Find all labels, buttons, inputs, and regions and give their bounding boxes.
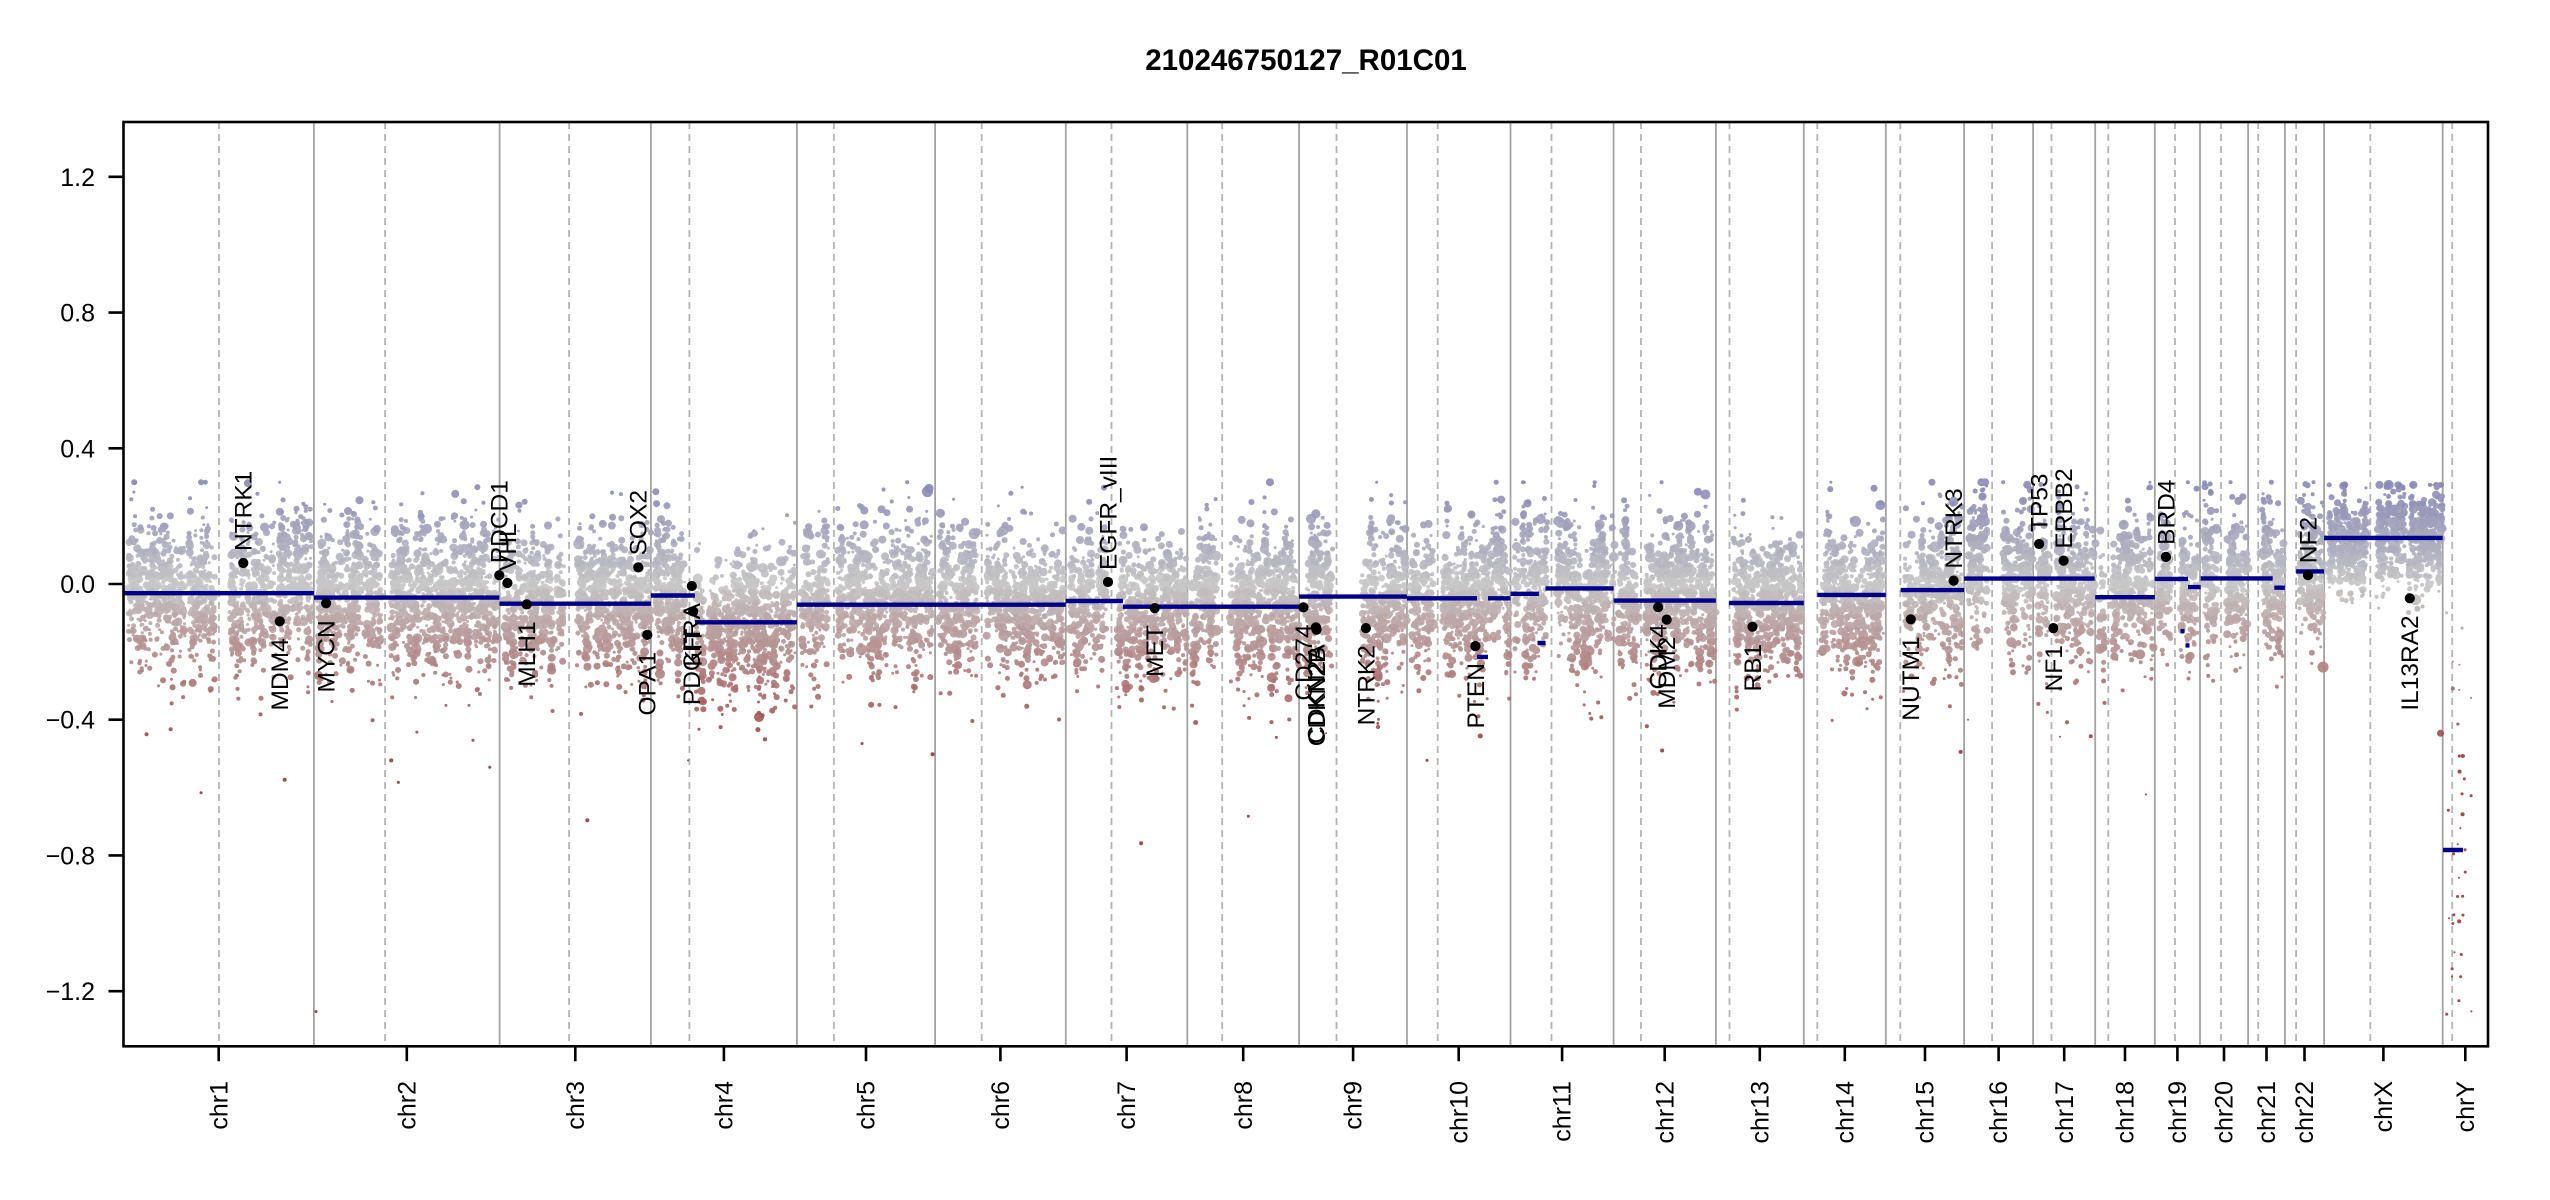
svg-text:MYCN: MYCN (314, 620, 341, 692)
svg-text:MDM2: MDM2 (1654, 637, 1681, 709)
svg-text:chr8: chr8 (1230, 1081, 1258, 1130)
svg-text:chr2: chr2 (393, 1081, 421, 1130)
svg-text:NF1: NF1 (2041, 645, 2068, 691)
svg-text:210246750127_R01C01: 210246750127_R01C01 (1145, 44, 1467, 77)
svg-text:chr16: chr16 (1985, 1081, 2013, 1144)
svg-text:chr5: chr5 (853, 1081, 881, 1130)
svg-text:chr17: chr17 (2051, 1081, 2079, 1144)
svg-text:chrY: chrY (2452, 1081, 2480, 1133)
svg-text:PTEN: PTEN (1463, 663, 1490, 728)
svg-text:MDM4: MDM4 (267, 638, 294, 710)
svg-text:VHL: VHL (495, 523, 522, 571)
svg-text:OPA1: OPA1 (635, 652, 662, 716)
svg-text:MLH1: MLH1 (514, 621, 541, 686)
svg-text:NF2: NF2 (2295, 517, 2322, 563)
svg-text:chr13: chr13 (1746, 1081, 1774, 1144)
svg-text:NTRK2: NTRK2 (1353, 645, 1380, 725)
svg-text:IL13RA2: IL13RA2 (2397, 615, 2424, 710)
svg-text:NTRK3: NTRK3 (1941, 488, 1968, 568)
svg-text:0.4: 0.4 (60, 435, 95, 463)
svg-text:EGFR_vIII: EGFR_vIII (1095, 456, 1122, 570)
svg-text:CDKN2A: CDKN2A (1303, 644, 1330, 744)
svg-text:chr18: chr18 (2112, 1081, 2140, 1144)
svg-text:chrX: chrX (2370, 1081, 2398, 1133)
svg-text:chr21: chr21 (2253, 1081, 2281, 1144)
svg-text:ERBB2: ERBB2 (2051, 468, 2078, 548)
svg-text:chr15: chr15 (1912, 1081, 1940, 1144)
svg-text:chr10: chr10 (1445, 1081, 1473, 1144)
svg-text:−1.2: −1.2 (46, 978, 95, 1006)
svg-text:PDCD1: PDCD1 (487, 480, 514, 563)
svg-text:CDKN2B: CDKN2B (1304, 647, 1331, 746)
svg-text:CDK4: CDK4 (1646, 624, 1673, 689)
svg-text:TP53: TP53 (2027, 473, 2054, 532)
svg-text:chr22: chr22 (2291, 1081, 2319, 1144)
svg-text:chr1: chr1 (205, 1081, 233, 1130)
svg-text:BRD4: BRD4 (2153, 480, 2180, 545)
svg-text:chr4: chr4 (711, 1081, 739, 1130)
svg-text:chr12: chr12 (1651, 1081, 1679, 1144)
svg-text:−0.8: −0.8 (46, 842, 95, 870)
svg-text:SOX2: SOX2 (626, 490, 653, 555)
svg-text:chr7: chr7 (1113, 1081, 1141, 1130)
svg-text:chr20: chr20 (2211, 1081, 2239, 1144)
svg-text:chr6: chr6 (987, 1081, 1015, 1130)
svg-text:0.0: 0.0 (60, 571, 95, 599)
svg-text:MET: MET (1142, 625, 1169, 677)
svg-text:NTRK1: NTRK1 (231, 471, 258, 551)
svg-text:chr19: chr19 (2164, 1081, 2192, 1144)
svg-text:−0.4: −0.4 (46, 707, 95, 735)
svg-text:chr3: chr3 (562, 1081, 590, 1130)
svg-text:chr11: chr11 (1549, 1081, 1577, 1142)
svg-text:chr9: chr9 (1340, 1081, 1368, 1130)
svg-text:0.8: 0.8 (60, 300, 95, 328)
svg-text:KIT: KIT (681, 628, 708, 666)
svg-text:RB1: RB1 (1740, 644, 1767, 692)
svg-text:NUTM1: NUTM1 (1898, 636, 1925, 720)
svg-text:chr14: chr14 (1831, 1081, 1859, 1144)
svg-text:CD274: CD274 (1291, 624, 1318, 700)
svg-text:PDGFRA: PDGFRA (679, 602, 706, 705)
svg-text:1.2: 1.2 (60, 164, 95, 192)
